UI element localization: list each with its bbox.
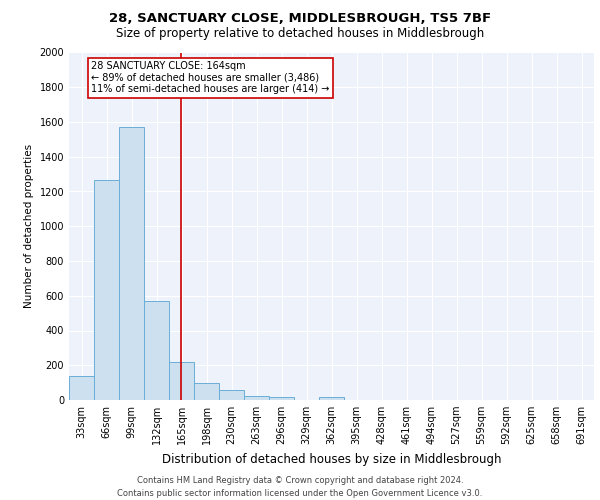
Bar	[269, 398, 293, 400]
Bar	[94, 180, 119, 400]
Bar	[319, 398, 344, 400]
Bar	[169, 362, 194, 400]
Text: Contains HM Land Registry data © Crown copyright and database right 2024.
Contai: Contains HM Land Registry data © Crown c…	[118, 476, 482, 498]
Bar	[145, 301, 169, 400]
Bar	[70, 376, 94, 400]
X-axis label: Distribution of detached houses by size in Middlesbrough: Distribution of detached houses by size …	[162, 452, 501, 466]
Text: Size of property relative to detached houses in Middlesbrough: Size of property relative to detached ho…	[116, 28, 484, 40]
Bar	[220, 390, 244, 400]
Bar	[194, 382, 218, 400]
Bar	[244, 396, 269, 400]
Text: 28 SANCTUARY CLOSE: 164sqm
← 89% of detached houses are smaller (3,486)
11% of s: 28 SANCTUARY CLOSE: 164sqm ← 89% of deta…	[91, 61, 329, 94]
Y-axis label: Number of detached properties: Number of detached properties	[24, 144, 34, 308]
Text: 28, SANCTUARY CLOSE, MIDDLESBROUGH, TS5 7BF: 28, SANCTUARY CLOSE, MIDDLESBROUGH, TS5 …	[109, 12, 491, 26]
Bar	[119, 127, 143, 400]
